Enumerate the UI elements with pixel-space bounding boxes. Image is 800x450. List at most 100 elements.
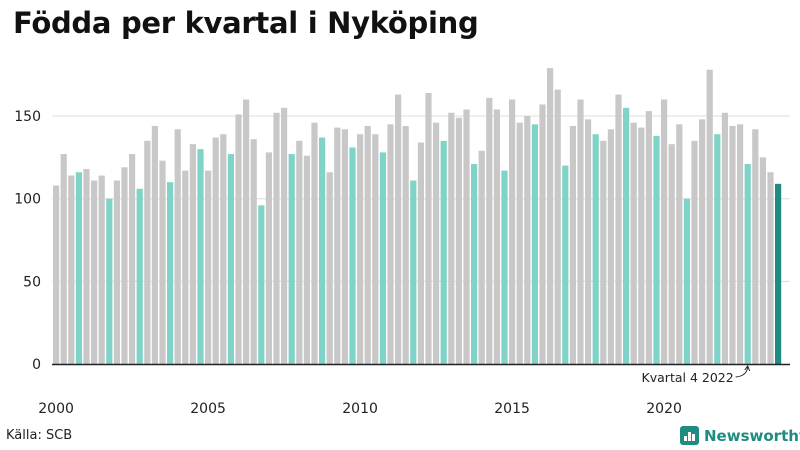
bar (379, 152, 386, 364)
bar (539, 104, 546, 364)
bar (326, 172, 333, 364)
bar (623, 107, 630, 364)
bar (417, 142, 424, 364)
bar (258, 205, 265, 364)
bar (448, 112, 455, 364)
bar (721, 112, 728, 364)
annotation-label: Kvartal 4 2022 (642, 370, 734, 385)
bar (699, 119, 706, 364)
bar (60, 154, 67, 364)
bar (144, 140, 151, 364)
bar (600, 140, 607, 364)
annotation: Kvartal 4 2022 (642, 364, 751, 385)
bar (615, 94, 622, 364)
bars (53, 68, 782, 365)
bar (524, 116, 531, 364)
bar (334, 127, 341, 364)
bar (387, 124, 394, 364)
bar (714, 134, 721, 364)
bar (706, 69, 713, 365)
bar (364, 125, 371, 364)
y-tick-label: 100 (14, 192, 41, 208)
bar (691, 140, 698, 364)
x-tick-label: 2000 (38, 401, 74, 417)
newsworthy-logo-icon (680, 426, 699, 445)
bar (759, 157, 766, 364)
bar (91, 180, 98, 364)
bar (220, 134, 227, 364)
x-tick-label: 2020 (646, 401, 682, 417)
bar (265, 152, 272, 364)
bar (471, 163, 478, 364)
bar (554, 89, 561, 365)
bar (486, 97, 493, 364)
bar (136, 188, 143, 364)
annotation-arrowhead (744, 364, 751, 372)
bar (676, 124, 683, 364)
bar (227, 154, 234, 364)
bar (68, 175, 75, 364)
bar (737, 124, 744, 364)
y-tick-label: 50 (23, 274, 41, 290)
annotation-arrow (735, 366, 749, 378)
bar (683, 198, 690, 364)
bar (425, 92, 432, 365)
bar (273, 112, 280, 364)
bar (585, 119, 592, 364)
bar (410, 180, 417, 364)
bar (174, 129, 181, 364)
bar (250, 139, 257, 364)
bar (288, 154, 295, 364)
bar (319, 137, 326, 364)
brand-logo: Newsworthy (680, 426, 800, 445)
bar (577, 99, 584, 365)
bar (189, 144, 196, 364)
bar (296, 140, 303, 364)
bar (402, 125, 409, 364)
bar (767, 172, 774, 364)
bar (775, 183, 782, 364)
bar (668, 144, 675, 364)
bar (357, 134, 364, 364)
y-axis-tick-labels: 0 50 100 150 (14, 109, 41, 373)
bar (592, 134, 599, 364)
bar (235, 114, 242, 364)
bar (607, 129, 614, 364)
bar (440, 140, 447, 364)
bar (395, 94, 402, 364)
x-axis-tick-labels: 2000 2005 2010 2015 2020 (38, 401, 682, 417)
bar (531, 124, 538, 364)
bar (562, 165, 569, 364)
bar (167, 182, 174, 364)
bar (752, 129, 759, 364)
bar (653, 135, 660, 364)
bar (197, 149, 204, 364)
bar (75, 172, 82, 364)
bar (455, 117, 462, 364)
bar (744, 163, 751, 364)
bar (493, 109, 500, 364)
bar (645, 111, 652, 364)
bar (182, 170, 189, 364)
bar (106, 198, 113, 364)
bar (547, 68, 554, 364)
bar (303, 155, 310, 364)
x-tick-label: 2005 (190, 401, 226, 417)
bar (205, 170, 212, 364)
bar (151, 125, 158, 364)
bar (516, 122, 523, 364)
bar (129, 154, 136, 364)
bar (243, 99, 250, 365)
bar (501, 170, 508, 364)
bar (83, 168, 90, 364)
x-tick-label: 2015 (494, 401, 530, 417)
bar (98, 175, 105, 364)
bar (509, 99, 516, 365)
bar (159, 160, 166, 364)
x-tick-label: 2010 (342, 401, 378, 417)
bar (569, 125, 576, 364)
bar (372, 134, 379, 364)
bar (121, 167, 128, 364)
bar (630, 122, 637, 364)
